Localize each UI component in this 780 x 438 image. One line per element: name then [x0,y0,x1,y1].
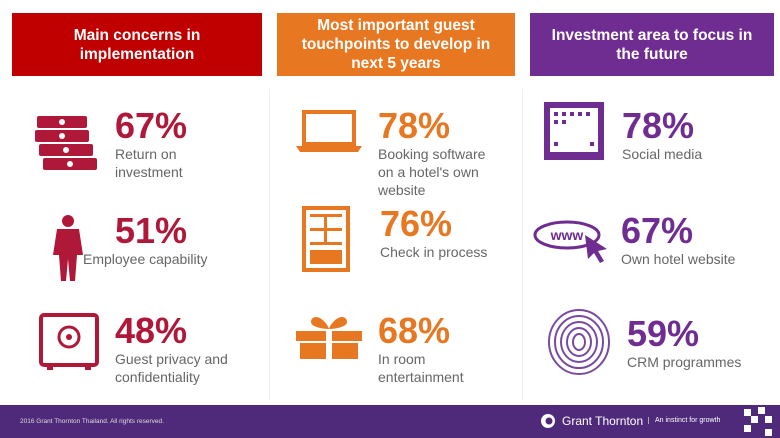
stat-value: 59% [627,313,700,354]
stat-label: Booking software on a hotel's own websit… [378,146,486,198]
stat-label: Check in process [380,244,488,260]
brand-logo: Grant Thornton [540,413,643,429]
stat-label: Own hotel website [621,251,736,267]
stat-value: 68% [378,310,451,351]
stat-check-in: 76% Check in process [298,206,487,276]
footer: 2016 Grant Thornton Thailand. All rights… [0,405,780,438]
safe-icon [39,313,99,370]
stat-booking-software: 78% Booking software on a hotel's own web… [290,108,503,199]
tagline: An instinct for growth [648,417,720,424]
fingerprint-icon [548,309,610,375]
stat-value: 51% [115,210,188,251]
brand-name: Grant Thornton [562,414,644,428]
businessman-icon [53,215,83,281]
money-stack-icon [35,116,97,170]
stat-value: 76% [380,203,453,244]
stat-own-hotel-website: www 67% Own hotel website [533,213,735,283]
stat-return-on-investment: 67% Return on investment [33,108,205,181]
stat-value: 78% [622,105,695,146]
stat-value: 48% [115,310,188,351]
stat-value: 78% [378,105,451,146]
stat-employee-capability: 51% Employee capability [33,213,208,283]
pattern-decoration-icon [744,407,772,436]
header-main-concerns: Main concerns in implementation [12,13,262,76]
door-icon [302,206,350,272]
copyright: 2016 Grant Thornton Thailand. All rights… [20,418,164,425]
stat-value: 67% [621,210,694,251]
laptop-icon [296,110,362,152]
stat-in-room-entertainment: 68% In room entertainment [290,313,478,386]
header-investment-area: Investment area to focus in the future [530,13,774,76]
stat-guest-privacy: 48% Guest privacy and confidentiality [33,313,245,386]
stat-label: Employee capability [83,251,208,267]
gift-icon [296,317,362,359]
stat-label: Return on investment [115,146,183,180]
grant-thornton-logo-icon [541,414,555,428]
stat-social-media: 78% Social media [540,100,702,170]
stat-label: Guest privacy and confidentiality [115,351,228,385]
svg-text:www: www [550,227,584,243]
stat-value: 67% [115,105,188,146]
column-divider [269,90,270,400]
tablet-icon [544,102,604,160]
www-cursor-icon: www [533,220,607,263]
stat-label: In room entertainment [378,351,464,385]
column-divider [522,90,523,400]
stat-label: CRM programmes [627,354,742,370]
header-guest-touchpoints: Most important guest touchpoints to deve… [277,13,515,76]
stat-label: Social media [622,146,703,162]
stat-crm-programmes: 59% CRM programmes [545,308,741,378]
